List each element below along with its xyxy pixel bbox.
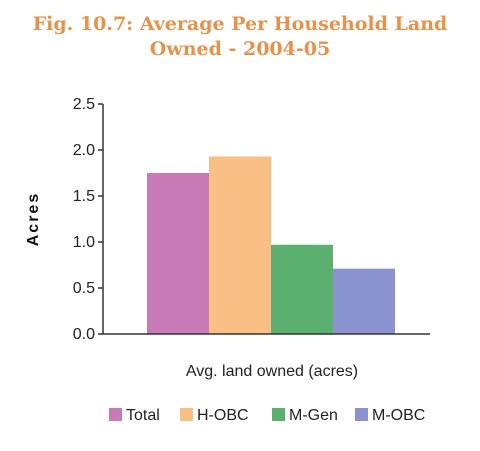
legend-swatch-total xyxy=(109,408,122,421)
y-tick-label: 1.5 xyxy=(73,188,95,205)
bar-m-gen xyxy=(271,244,333,334)
y-axis-label: Acres xyxy=(25,192,42,246)
legend-label-h-obc: H-OBC xyxy=(197,407,249,424)
chart-title-line-1: Fig. 10.7: Average Per Household Land xyxy=(32,13,448,35)
y-tick-label: 1.0 xyxy=(73,234,95,251)
legend-swatch-m-obc xyxy=(355,408,368,421)
legend: Total H-OBC M-Gen M-OBC xyxy=(109,407,425,424)
y-axis: 0.0 0.5 1.0 1.5 2.0 2.5 xyxy=(73,96,104,343)
y-tick-label: 0.0 xyxy=(73,326,95,343)
legend-label-m-gen: M-Gen xyxy=(289,407,338,424)
y-tick-label: 2.0 xyxy=(73,142,95,159)
bar-h-obc xyxy=(209,156,271,334)
legend-label-total: Total xyxy=(126,407,160,424)
y-tick-label: 0.5 xyxy=(73,280,95,297)
bar-total xyxy=(147,173,209,334)
legend-swatch-h-obc xyxy=(180,408,193,421)
bars xyxy=(103,156,430,335)
chart-title-line-2: Owned - 2004-05 xyxy=(149,38,331,60)
x-axis-label: Avg. land owned (acres) xyxy=(186,363,358,380)
bar-m-obc xyxy=(333,268,395,334)
legend-label-m-obc: M-OBC xyxy=(372,407,425,424)
legend-swatch-m-gen xyxy=(272,408,285,421)
y-tick-label: 2.5 xyxy=(73,96,95,113)
